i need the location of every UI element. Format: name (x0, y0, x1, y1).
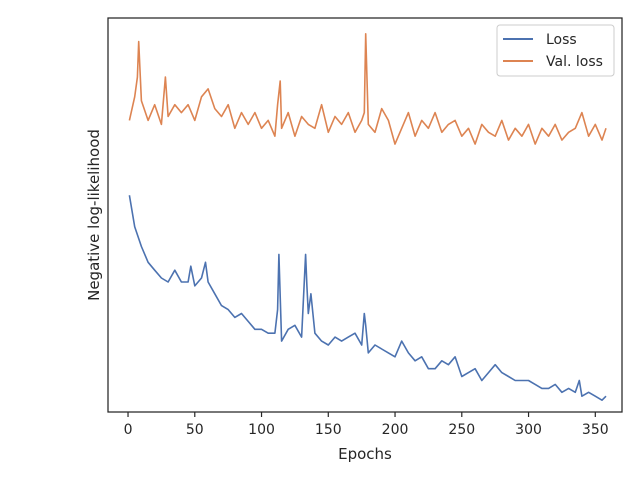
plot-frame (107, 17, 623, 413)
x-tick-label: 200 (382, 422, 409, 438)
x-tick-label: 350 (582, 422, 609, 438)
x-tick-label: 250 (448, 422, 475, 438)
series-line-val-loss (128, 32, 607, 145)
y-axis-title: Negative log-likelihood (85, 129, 103, 301)
x-tick-label: 300 (515, 422, 542, 438)
series-layer (128, 32, 607, 402)
legend-label: Val. loss (546, 54, 603, 70)
x-tick-label: 150 (315, 422, 342, 438)
x-tick-label: 50 (186, 422, 204, 438)
x-axis-title: Epochs (338, 445, 392, 463)
x-tick-label: 100 (248, 422, 275, 438)
legend-box (496, 24, 615, 77)
series-line-loss (128, 195, 607, 402)
x-tick-label: 0 (124, 422, 133, 438)
x-axis-ticks: 0 50 100 150 200 250 300 350 (124, 412, 609, 438)
legend: Loss Val. loss (496, 24, 615, 77)
legend-label: Loss (546, 32, 577, 48)
